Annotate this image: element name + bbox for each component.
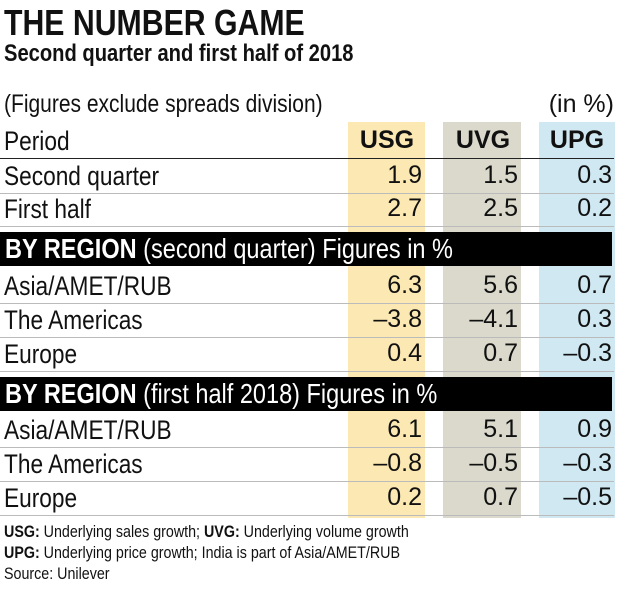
footnote-text: USG: Underlying sales growth; UVG: Under…: [4, 522, 409, 542]
column-header: USG: [359, 126, 415, 154]
table-cell: –0.3: [563, 339, 612, 367]
column-header: UPG: [549, 126, 605, 154]
footnote-term: UVG:: [203, 522, 240, 541]
header-row: Period USG UVG UPG: [0, 125, 614, 159]
row-label-text: The Americas: [4, 449, 143, 479]
note-text: (Figures exclude spreads division): [4, 90, 323, 118]
table-row: The Americas –0.8 –0.5 –0.3: [0, 448, 614, 482]
table-cell: –0.5: [563, 483, 612, 511]
table-row: Asia/AMET/RUB 6.1 5.1 0.9: [0, 414, 614, 448]
column-header: UVG: [455, 126, 511, 154]
row-label-text: Europe: [4, 339, 78, 369]
row-label: Europe: [4, 483, 91, 514]
table-cell: 0.2: [577, 194, 612, 222]
footnote-definition: Underlying volume growth: [239, 522, 409, 541]
row-label: Europe: [4, 339, 91, 370]
row-label-text: Europe: [4, 483, 78, 513]
row-label-text: The Americas: [4, 305, 143, 335]
table-cell: 0.7: [483, 339, 518, 367]
footnote-text: Source: Unilever: [4, 564, 110, 584]
table-cell: –0.8: [373, 449, 422, 477]
table-cell: 0.4: [387, 339, 422, 367]
table-cell: –0.5: [469, 449, 518, 477]
table-cell: 0.7: [577, 271, 612, 299]
row-label: Asia/AMET/RUB: [4, 271, 204, 302]
section-heading: BY REGION (first half 2018) Figures in %: [0, 377, 437, 411]
section-heading-bar: BY REGION (first half 2018) Figures in %: [0, 377, 612, 411]
title-text: THE NUMBER GAME: [4, 2, 305, 43]
footnote-definition: Underlying sales growth;: [39, 522, 204, 541]
table-cell: 2.5: [483, 194, 518, 222]
upg-column-band: [539, 122, 615, 518]
footnote-line: Source: Unilever: [4, 564, 130, 584]
footnote-line: USG: Underlying sales growth; UVG: Under…: [4, 522, 486, 542]
table-cell: 0.9: [577, 415, 612, 443]
usg-column-band: [348, 122, 425, 518]
section-heading-rest: (second quarter) Figures in %: [136, 233, 453, 264]
row-label-text: First half: [4, 194, 91, 224]
table-cell: 6.3: [387, 271, 422, 299]
section-heading-bold: BY REGION: [5, 378, 137, 409]
chart-subtitle: Second quarter and first half of 2018: [4, 40, 420, 68]
row-label-text: Period: [4, 126, 70, 156]
table-cell: –3.8: [373, 305, 422, 333]
section-heading-bar: BY REGION (second quarter) Figures in %: [0, 232, 612, 266]
table-cell: 1.5: [483, 161, 518, 189]
row-label: First half: [4, 194, 108, 225]
table-row: First half 2.7 2.5 0.2: [0, 193, 614, 227]
table-cell: –0.3: [563, 449, 612, 477]
footnote-definition: Source: Unilever: [4, 564, 110, 583]
table-row: Second quarter 1.9 1.5 0.3: [0, 160, 614, 194]
exclusion-note: (Figures exclude spreads division): [4, 90, 383, 119]
table-cell: 0.7: [483, 483, 518, 511]
subtitle-text: Second quarter and first half of 2018: [4, 40, 354, 67]
table-cell: –4.1: [469, 305, 518, 333]
table-row: The Americas –3.8 –4.1 0.3: [0, 304, 614, 338]
table-row: Asia/AMET/RUB 6.3 5.6 0.7: [0, 270, 614, 304]
table-row: Europe 0.4 0.7 –0.3: [0, 338, 614, 372]
row-label: The Americas: [4, 449, 169, 480]
footnote-definition: Underlying price growth; India is part o…: [39, 543, 401, 562]
footnote-text: UPG: Underlying price growth; India is p…: [4, 543, 400, 563]
row-label: Period: [4, 126, 82, 157]
chart-title: THE NUMBER GAME: [4, 2, 362, 44]
section-heading-rest: (first half 2018) Figures in %: [136, 378, 438, 409]
footnote-line: UPG: Underlying price growth; India is p…: [4, 543, 475, 563]
table-cell: 0.2: [387, 483, 422, 511]
row-label-text: Asia/AMET/RUB: [4, 415, 172, 445]
row-label-text: Second quarter: [4, 161, 160, 191]
row-label: Asia/AMET/RUB: [4, 415, 204, 446]
table-cell: 0.3: [577, 305, 612, 333]
table-cell: 0.3: [577, 161, 612, 189]
table-cell: 2.7: [387, 194, 422, 222]
table-cell: 5.1: [483, 415, 518, 443]
row-label-text: Asia/AMET/RUB: [4, 271, 172, 301]
row-label: The Americas: [4, 305, 169, 336]
table-row: Europe 0.2 0.7 –0.5: [0, 482, 614, 516]
table-cell: 1.9: [387, 161, 422, 189]
uvg-column-band: [443, 122, 521, 518]
unit-label: (in %): [548, 90, 614, 118]
footnote-term: USG:: [4, 522, 40, 541]
row-label: Second quarter: [4, 161, 189, 192]
table-cell: 6.1: [387, 415, 422, 443]
section-heading: BY REGION (second quarter) Figures in %: [0, 232, 453, 266]
table-cell: 5.6: [483, 271, 518, 299]
footnote-term: UPG:: [4, 543, 40, 562]
section-heading-bold: BY REGION: [5, 233, 137, 264]
